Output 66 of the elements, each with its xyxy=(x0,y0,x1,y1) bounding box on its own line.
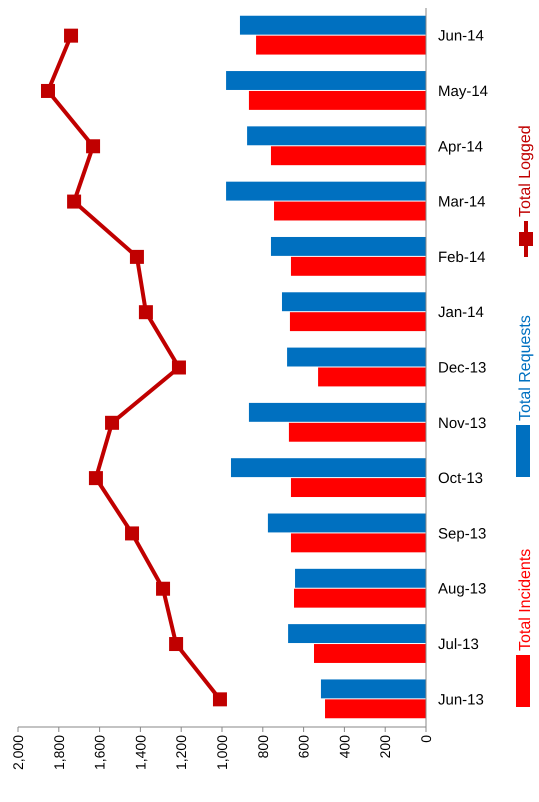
bar xyxy=(314,644,426,663)
text: Total Requests xyxy=(517,315,534,421)
y-tick-label: Jul-13 xyxy=(438,636,479,654)
bar xyxy=(318,368,426,386)
bar xyxy=(230,458,426,478)
bar xyxy=(240,16,426,35)
y-tick-label: Nov-13 xyxy=(438,414,486,432)
y-tick-label: Jun-13 xyxy=(438,691,484,708)
x-tick-label: 1,600 xyxy=(92,734,108,770)
bar xyxy=(290,478,426,498)
y-tick-label: Feb-14 xyxy=(438,248,486,266)
point xyxy=(169,637,184,652)
x-tick-label: 200 xyxy=(377,734,394,758)
y-tick-label: Apr-14 xyxy=(438,138,484,156)
text: Total Incidents xyxy=(517,548,534,651)
bar xyxy=(325,699,426,718)
point xyxy=(125,526,140,540)
bar xyxy=(288,624,426,644)
bar xyxy=(248,402,426,422)
point xyxy=(64,28,78,43)
bar xyxy=(287,348,426,366)
bar xyxy=(290,256,426,276)
y-tick-label: Jun-14 xyxy=(438,28,484,45)
x-tick-label: 0 xyxy=(418,734,434,743)
y-tick-label: Mar-14 xyxy=(438,194,486,211)
bar xyxy=(268,514,426,532)
y-tick-label: Jan-14 xyxy=(438,304,484,322)
bar xyxy=(247,126,426,146)
point xyxy=(86,139,100,154)
bar xyxy=(226,182,426,201)
x-tick-label: 2,000 xyxy=(10,734,26,770)
x-tick-label: 600 xyxy=(296,734,312,758)
bar xyxy=(290,312,426,332)
x-tick-label: 1,400 xyxy=(132,734,148,770)
bar xyxy=(320,679,426,698)
y-tick-label: Sep-13 xyxy=(438,525,486,542)
bar xyxy=(270,236,426,256)
point xyxy=(40,84,55,98)
point xyxy=(172,360,186,374)
bar xyxy=(282,292,426,312)
y-tick-label: Dec-13 xyxy=(438,360,486,376)
x-tick-label: 1,000 xyxy=(214,734,230,770)
x-tick-label: 400 xyxy=(336,734,352,758)
point xyxy=(212,692,227,706)
x-tick-label: 1,800 xyxy=(50,734,67,770)
x-tick-label: 1,200 xyxy=(173,734,190,770)
bar xyxy=(294,588,426,608)
point xyxy=(156,582,170,596)
bar xyxy=(256,36,426,55)
bar xyxy=(290,533,426,552)
y-tick-label: Oct-13 xyxy=(438,470,484,488)
point xyxy=(105,416,120,430)
bar xyxy=(288,422,426,442)
bar xyxy=(270,146,426,166)
text: Total Logged xyxy=(517,125,534,217)
bar xyxy=(248,90,426,110)
point xyxy=(138,305,153,320)
point xyxy=(67,194,82,209)
point xyxy=(130,250,144,264)
bar xyxy=(274,202,426,220)
bar xyxy=(295,568,426,588)
y-tick-label: Aug-13 xyxy=(438,580,486,598)
y-tick-label: May-14 xyxy=(438,82,488,100)
bar xyxy=(226,71,426,90)
point xyxy=(88,471,103,486)
x-tick-label: 800 xyxy=(254,734,271,758)
